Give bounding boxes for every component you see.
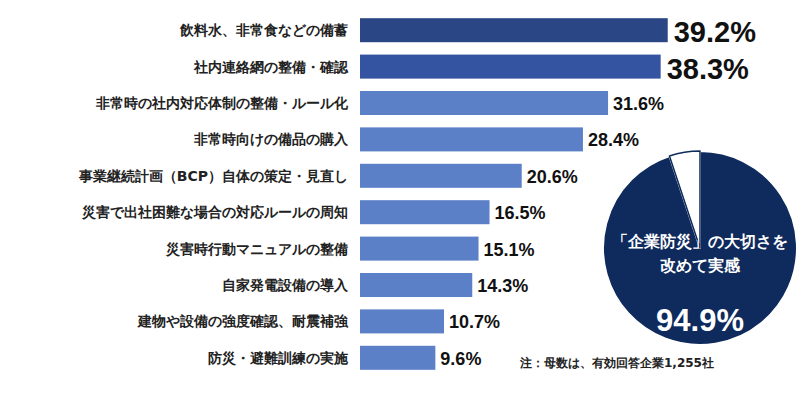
bar bbox=[360, 346, 435, 370]
bar bbox=[360, 237, 479, 261]
pie-label: 「企業防災」の大切さを改めて実感 bbox=[612, 233, 788, 275]
annotation: 注：母数は、有効回答企業1,255社 bbox=[519, 356, 714, 370]
data-label: 31.6% bbox=[613, 94, 664, 114]
category-label: 事業継続計画（BCP）自体の策定・見直し bbox=[78, 168, 348, 184]
bar bbox=[360, 200, 490, 224]
data-label: 38.3% bbox=[667, 53, 749, 85]
category-label: 飲料水、非常食などの備蓄 bbox=[179, 22, 348, 38]
data-label: 14.3% bbox=[477, 276, 528, 296]
data-label: 15.1% bbox=[484, 240, 535, 260]
bar bbox=[360, 273, 472, 297]
data-label: 20.6% bbox=[527, 167, 578, 187]
category-label: 災害時行動マニュアルの整備 bbox=[165, 241, 348, 257]
category-label: 社内連絡網の整備・確認 bbox=[193, 59, 349, 75]
page: {"chart_data": [ {"type": "bar", "orient… bbox=[0, 0, 800, 395]
bar bbox=[360, 55, 661, 79]
data-label: 28.4% bbox=[588, 130, 639, 150]
pie bbox=[603, 151, 797, 345]
pie-label-line: 「企業防災」の大切さを bbox=[612, 233, 788, 251]
bar bbox=[360, 91, 608, 115]
pie-label-line: 改めて実感 bbox=[660, 256, 741, 275]
data-label: 10.7% bbox=[449, 312, 500, 332]
data-label: 9.6% bbox=[440, 349, 481, 369]
category-label: 建物や設備の強度確認、耐震補強 bbox=[137, 313, 349, 329]
bar bbox=[360, 18, 668, 42]
chart-root: 飲料水、非常食などの備蓄 39.2% 社内連絡網の整備・確認 38.3% 非常時の社内対… bbox=[0, 0, 800, 395]
data-label: 39.2% bbox=[674, 16, 756, 48]
bar bbox=[360, 309, 444, 333]
data-label: 16.5% bbox=[495, 203, 546, 223]
category-label: 非常時の社内対応体制の整備・ルール化 bbox=[95, 95, 349, 111]
category-label: 防災・避難訓練の実施 bbox=[208, 350, 349, 366]
bar bbox=[360, 164, 522, 188]
category-label: 自家発電設備の導入 bbox=[222, 277, 349, 293]
pie-value-label: 94.9% bbox=[656, 303, 744, 338]
category-label: 非常時向けの備品の購入 bbox=[193, 131, 349, 147]
bar bbox=[360, 127, 583, 151]
category-label: 災害で出社困難な場合の対応ルールの周知 bbox=[81, 204, 348, 220]
pie-slice bbox=[603, 151, 797, 345]
